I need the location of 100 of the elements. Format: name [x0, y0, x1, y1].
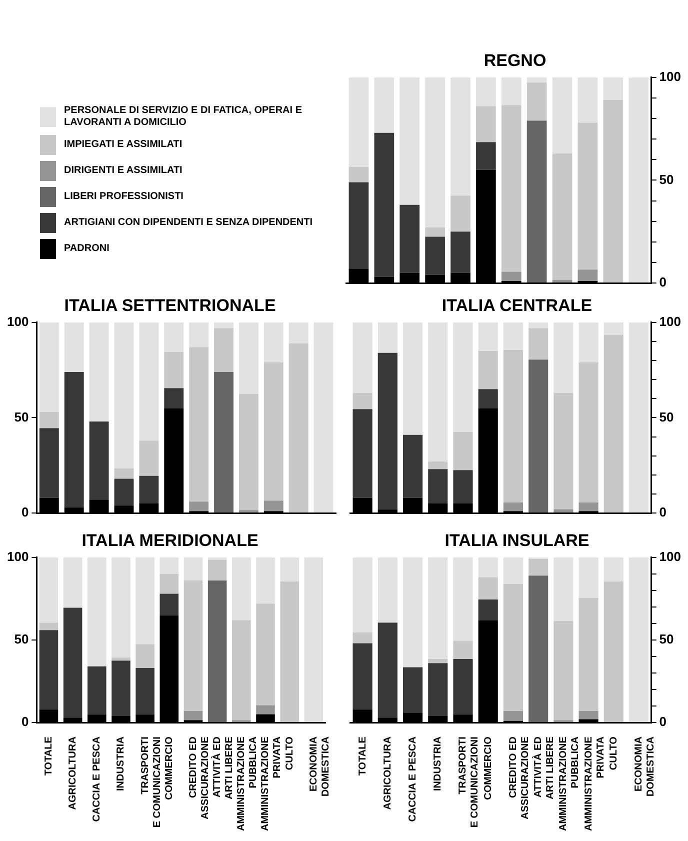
- bar: [352, 392, 372, 410]
- bar: [208, 560, 227, 581]
- bar: [604, 322, 624, 335]
- chart-title: ITALIA MERIDIONALE: [82, 530, 258, 550]
- bar: [552, 77, 572, 154]
- bar: [450, 196, 470, 232]
- bar: [39, 428, 59, 498]
- bar: [578, 598, 598, 711]
- bar: [374, 77, 394, 133]
- y-tick-label: 50: [14, 632, 29, 647]
- x-tick-label: AGRICOLTURA: [382, 736, 394, 810]
- x-tick-label: COMMERCIO: [164, 736, 175, 800]
- bar: [552, 280, 572, 282]
- y-tick-label: 0: [21, 714, 29, 730]
- x-tick-label: TOTALE: [43, 736, 54, 776]
- y-tick-label: 100: [659, 314, 682, 329]
- bar: [39, 630, 58, 710]
- bar: [232, 557, 251, 620]
- bar: [238, 394, 258, 510]
- bar: [578, 557, 598, 598]
- legend-label: DIRIGENTI E ASSIMILATI: [64, 165, 182, 177]
- bar: [256, 557, 275, 604]
- bar: [554, 392, 574, 510]
- bar: [453, 640, 473, 659]
- bar: [528, 576, 548, 722]
- legend-label: PADRONI: [64, 243, 110, 255]
- bar: [501, 272, 522, 281]
- bar: [453, 470, 473, 504]
- x-tick-label: INDUSTRIA: [432, 736, 444, 792]
- x-tick-label: AMMINISTRAZIONE PRIVATA: [583, 736, 606, 832]
- bar: [264, 362, 284, 501]
- bar: [503, 502, 523, 512]
- bar: [160, 574, 179, 594]
- x-tick-label: CREDITO ED ASSICURAZIONE: [188, 736, 211, 820]
- bar: [89, 322, 109, 422]
- bar: [478, 577, 498, 600]
- bar: [476, 106, 496, 142]
- bar: [402, 434, 423, 498]
- bar: [214, 328, 234, 372]
- chart-title: ITALIA CENTRALE: [442, 296, 592, 315]
- bar: [64, 372, 84, 508]
- bar: [378, 622, 398, 718]
- bar: [280, 581, 299, 722]
- y-tick-label: 50: [14, 409, 29, 424]
- bar: [378, 557, 398, 623]
- bar: [112, 557, 130, 658]
- bar: [112, 657, 130, 661]
- bar: [526, 120, 547, 282]
- bar: [288, 343, 308, 512]
- bar: [428, 658, 448, 664]
- bar: [39, 622, 58, 630]
- bar: [352, 557, 372, 633]
- bar: [478, 557, 498, 578]
- legend-label: IMPIEGATI E ASSIMILATI: [64, 139, 182, 151]
- bar: [478, 389, 498, 408]
- bar: [428, 469, 448, 504]
- bar: [453, 658, 473, 714]
- bar: [232, 620, 251, 720]
- bar: [400, 204, 420, 273]
- bar: [604, 581, 624, 722]
- bar: [503, 322, 523, 350]
- bar: [88, 557, 106, 666]
- bar: [348, 182, 369, 269]
- bar: [160, 557, 179, 574]
- bar: [160, 594, 179, 616]
- bar: [628, 77, 649, 282]
- x-tick-label: CULTO: [608, 736, 620, 770]
- bar: [578, 362, 598, 503]
- x-tick-label: AMMINISTRAZIONE PRIVATA: [260, 736, 284, 832]
- bar: [264, 322, 284, 362]
- bar: [189, 322, 209, 348]
- bar: [428, 462, 448, 470]
- bar: [164, 388, 184, 408]
- bar: [139, 476, 159, 504]
- bar: [578, 122, 598, 270]
- bar: [526, 82, 547, 121]
- bar: [114, 468, 134, 479]
- legend-label: ARTIGIANI CON DIPENDENTI E SENZA DIPENDENTI: [64, 217, 313, 229]
- x-tick-label: AMMINISTRAZIONE PUBBLICA: [558, 736, 582, 832]
- bar: [578, 77, 598, 123]
- chart-title: ITALIA SETTENTRIONALE: [64, 296, 276, 315]
- bar: [352, 322, 372, 393]
- bar: [402, 557, 423, 668]
- bar: [528, 559, 548, 576]
- bar: [578, 711, 598, 720]
- bar: [450, 77, 470, 196]
- bar: [528, 328, 548, 360]
- bar: [184, 580, 203, 711]
- x-tick-label: ATTIVITÀ ED ARTI LIBERE: [211, 736, 236, 800]
- x-tick-label: TOTALE: [357, 736, 368, 776]
- bar: [425, 227, 445, 237]
- bar: [348, 166, 369, 182]
- y-tick-label: 0: [659, 714, 667, 730]
- bar: [554, 557, 574, 621]
- x-tick-label: AGRICOLTURA: [68, 736, 79, 810]
- bar: [628, 557, 649, 722]
- bar: [528, 322, 548, 328]
- bar: [453, 432, 473, 470]
- bar: [63, 557, 82, 608]
- y-tick-label: 100: [6, 548, 29, 564]
